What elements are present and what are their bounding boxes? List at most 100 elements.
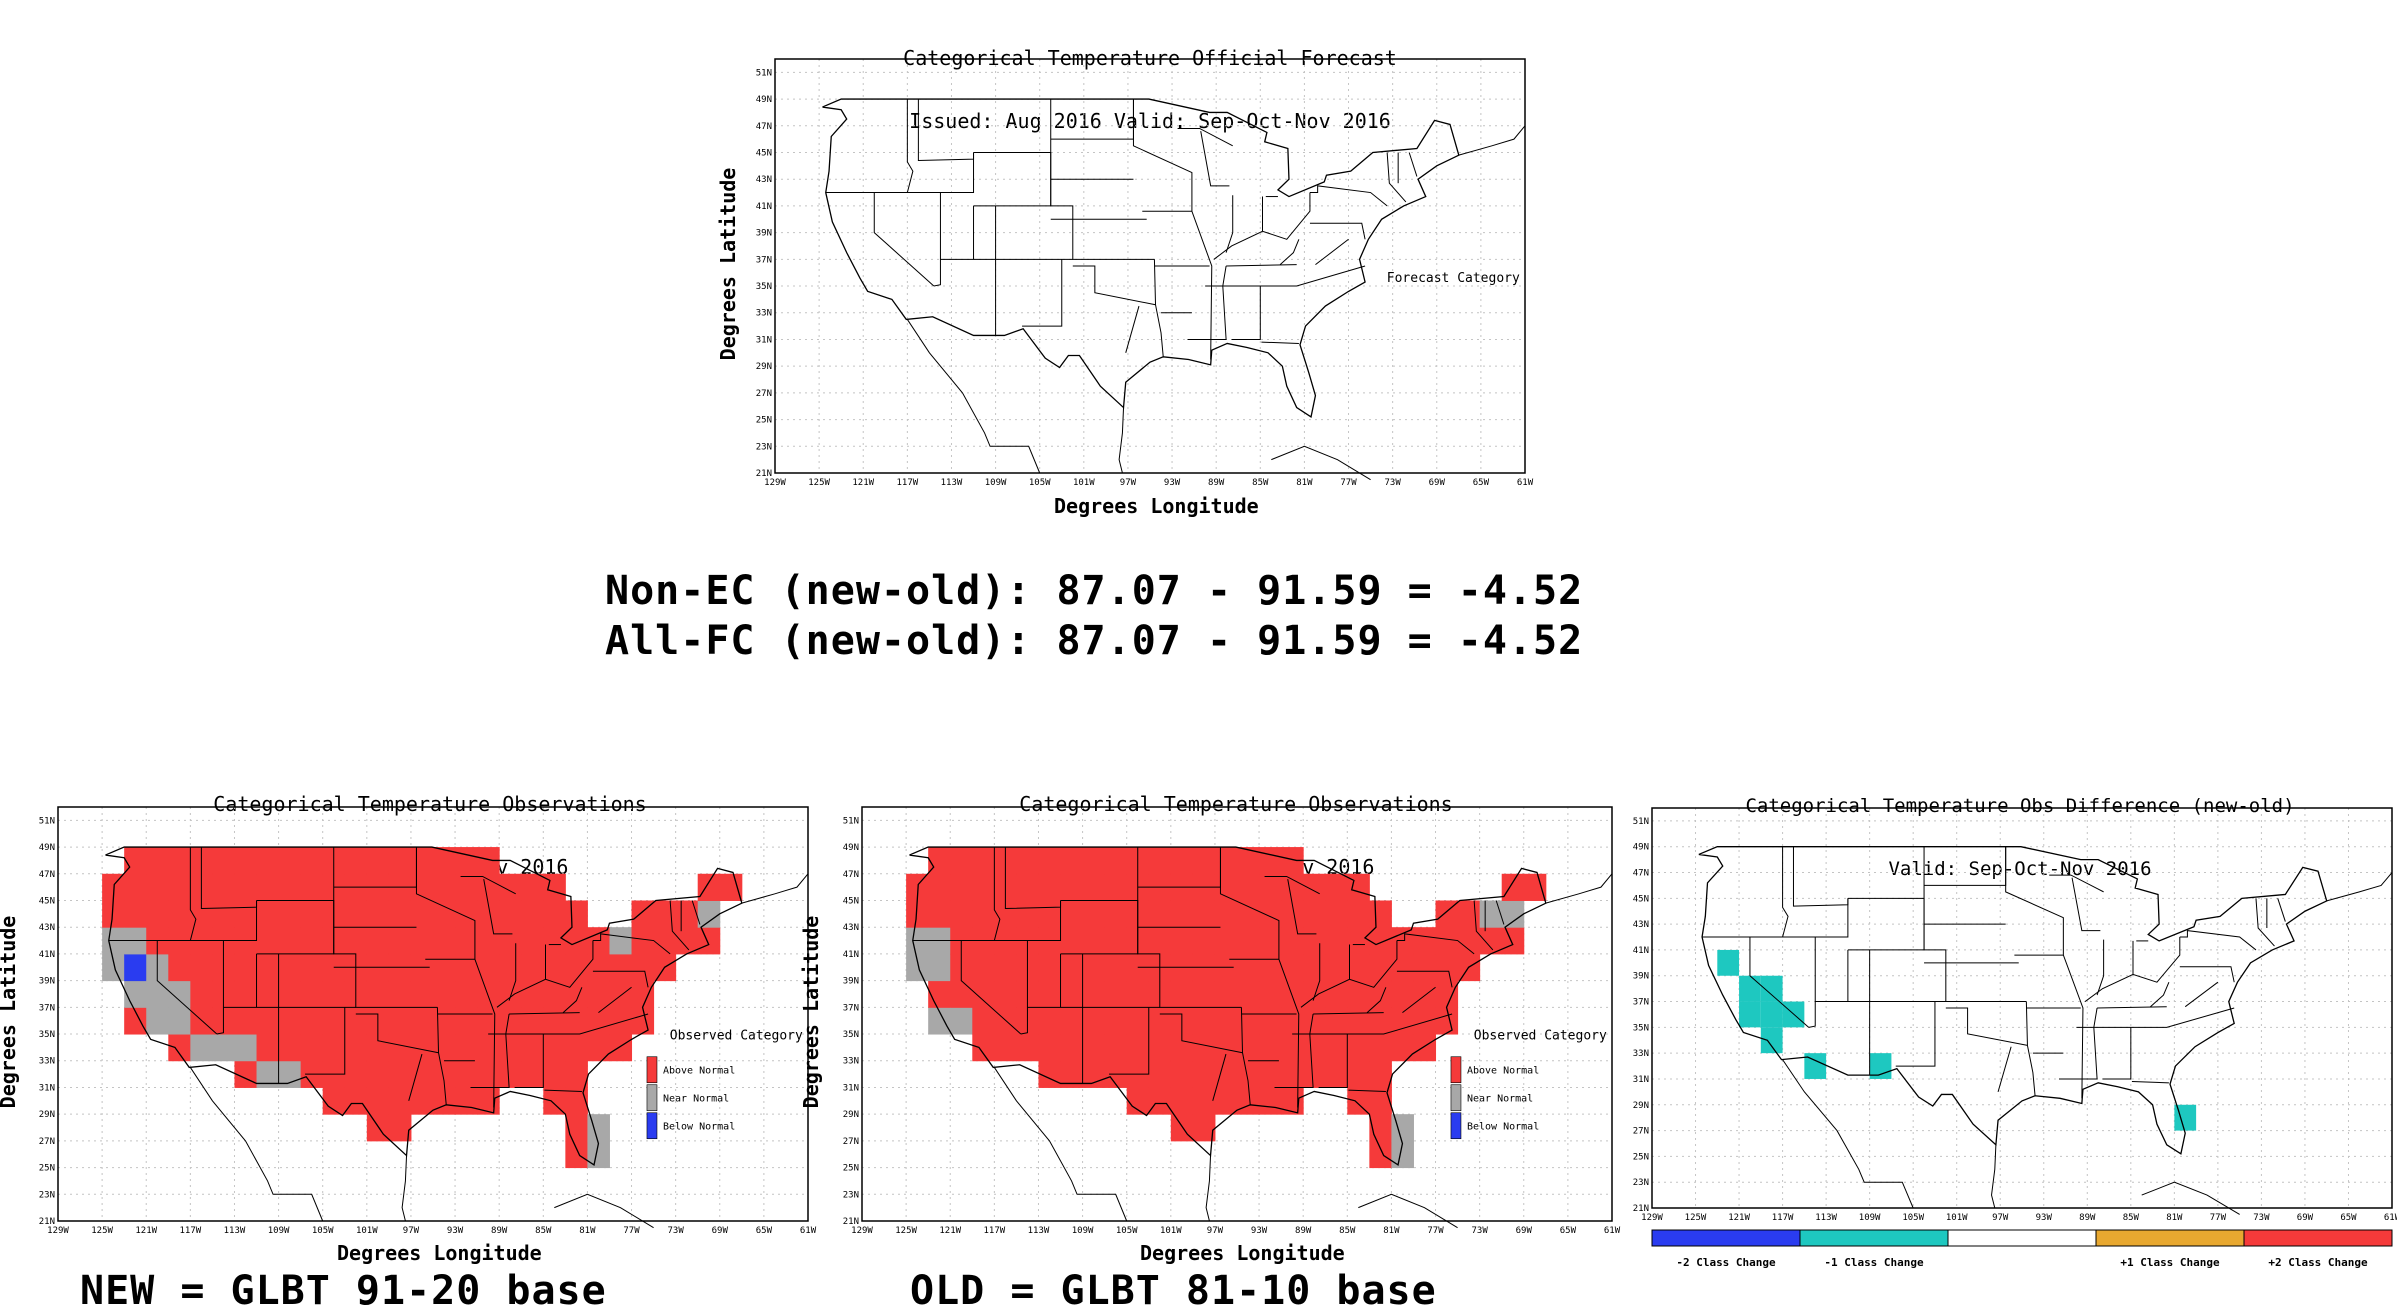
- obs-cell: [477, 1007, 500, 1035]
- obs-cell: [1104, 953, 1128, 982]
- obs-cell: [565, 1114, 588, 1142]
- obs-cell: [609, 1007, 633, 1035]
- obs-cell: [1259, 847, 1282, 875]
- lat-tick-label: 29N: [1633, 1101, 1649, 1111]
- obs-cell: [1192, 1087, 1216, 1115]
- diff-cell: [1760, 975, 1783, 1002]
- obs-cell: [1060, 1007, 1084, 1035]
- lat-tick-label: 51N: [843, 816, 859, 826]
- obs-cell: [234, 847, 258, 875]
- obs-cell: [1170, 847, 1194, 875]
- lat-tick-label: 25N: [843, 1164, 859, 1174]
- obs-cell: [1413, 927, 1437, 955]
- lon-tick-label: 77W: [623, 1226, 640, 1236]
- obs-cell: [1126, 1087, 1150, 1115]
- obs-cell: [906, 953, 929, 982]
- state-border: [2184, 981, 2219, 1008]
- state-border: [1792, 846, 1849, 907]
- colorbar-label: +2 Class Change: [2268, 1256, 2368, 1269]
- obs-legend-swatch: [1450, 1112, 1462, 1140]
- state-border: [933, 192, 941, 287]
- obs-cell: [300, 1034, 324, 1062]
- lon-tick-label: 65W: [756, 1226, 773, 1236]
- obs-cell: [565, 1087, 588, 1115]
- obs-cell: [1038, 980, 1062, 1008]
- obs-cell: [1259, 953, 1282, 982]
- lat-tick-label: 45N: [843, 896, 859, 906]
- lon-tick-label: 121W: [852, 478, 874, 488]
- obs-cell: [1259, 927, 1282, 955]
- obs-cell: [366, 847, 390, 875]
- obs-cell: [278, 873, 302, 901]
- obs-cell: [1347, 927, 1370, 955]
- state-border: [1309, 185, 1388, 207]
- obs-cell: [366, 980, 390, 1008]
- obs-cell: [1369, 900, 1392, 928]
- state-border: [1050, 99, 1155, 260]
- obs-cell: [1038, 900, 1062, 928]
- lat-tick-label: 51N: [1633, 817, 1649, 827]
- state-border: [1264, 875, 1320, 895]
- obs-cell: [1303, 953, 1326, 982]
- forecast-ylabel: Degrees Latitude: [716, 167, 740, 361]
- obs-cell: [1016, 1034, 1039, 1062]
- obs-cell: [950, 900, 973, 928]
- colorbar-segment: [1947, 1229, 2097, 1247]
- state-border: [912, 900, 1062, 942]
- state-border: [189, 847, 197, 941]
- obs-cell: [477, 980, 500, 1008]
- obs-cell: [1214, 1007, 1238, 1035]
- obs-cell: [1060, 927, 1084, 955]
- obs-cell: [234, 1034, 258, 1062]
- lon-tick-label: 85W: [1339, 1226, 1356, 1236]
- obs-cell: [1435, 1007, 1459, 1035]
- obs-cell: [433, 927, 456, 955]
- obs-cell: [455, 927, 478, 955]
- obs-cell: [928, 980, 951, 1008]
- mexico-gulf-coast: [1991, 1144, 1997, 1209]
- lon-tick-label: 117W: [984, 1226, 1006, 1236]
- state-border: [1318, 1034, 1348, 1088]
- obs-cell: [278, 980, 302, 1008]
- obs-cell: [388, 1087, 412, 1115]
- obs-cell: [300, 847, 324, 875]
- state-border: [408, 1053, 423, 1101]
- obs-cell: [455, 873, 478, 901]
- obs-cell: [1413, 953, 1437, 982]
- obs-cell: [1237, 1007, 1260, 1035]
- state-border: [1997, 1046, 2012, 1093]
- obs-cell: [1435, 953, 1459, 982]
- state-border: [592, 933, 671, 955]
- state-border: [1153, 259, 1164, 357]
- obs-cell: [499, 900, 522, 928]
- obs-cell: [521, 1060, 544, 1088]
- obs-cell: [1347, 1034, 1370, 1062]
- obs-cell: [124, 873, 147, 901]
- forecast-map: 129W 125W 121W 117W 113W 109W 105W 101W 97W 93W 89…: [756, 58, 1534, 488]
- state-border: [1261, 341, 1299, 344]
- lat-tick-label: 27N: [843, 1137, 859, 1147]
- lat-tick-label: 21N: [1633, 1204, 1649, 1214]
- state-border: [1924, 846, 2007, 886]
- obs-cell: [256, 927, 280, 955]
- lon-tick-label: 65W: [2340, 1213, 2357, 1223]
- lon-tick-label: 121W: [1728, 1213, 1750, 1223]
- lat-tick-label: 47N: [756, 122, 772, 132]
- diff-cell: [1760, 1001, 1783, 1028]
- colorbar-segment: [2243, 1229, 2393, 1247]
- obs-cell: [146, 873, 169, 901]
- obs-cell: [168, 1034, 191, 1062]
- lon-tick-label: 129W: [1641, 1213, 1663, 1223]
- obs-cell: [972, 953, 995, 982]
- obs-cell: [388, 1034, 412, 1062]
- obs-cell: [587, 1034, 610, 1062]
- lon-tick-label: 97W: [1992, 1213, 2009, 1223]
- us-outline: [1698, 846, 2328, 1155]
- obs-cell: [521, 953, 544, 982]
- obs-cell: [1391, 980, 1414, 1008]
- obs-cell: [433, 1007, 456, 1035]
- obs-cell: [1259, 1087, 1282, 1115]
- canada-coast: [1458, 125, 1526, 156]
- state-border: [691, 900, 701, 925]
- obs-cell: [322, 980, 346, 1008]
